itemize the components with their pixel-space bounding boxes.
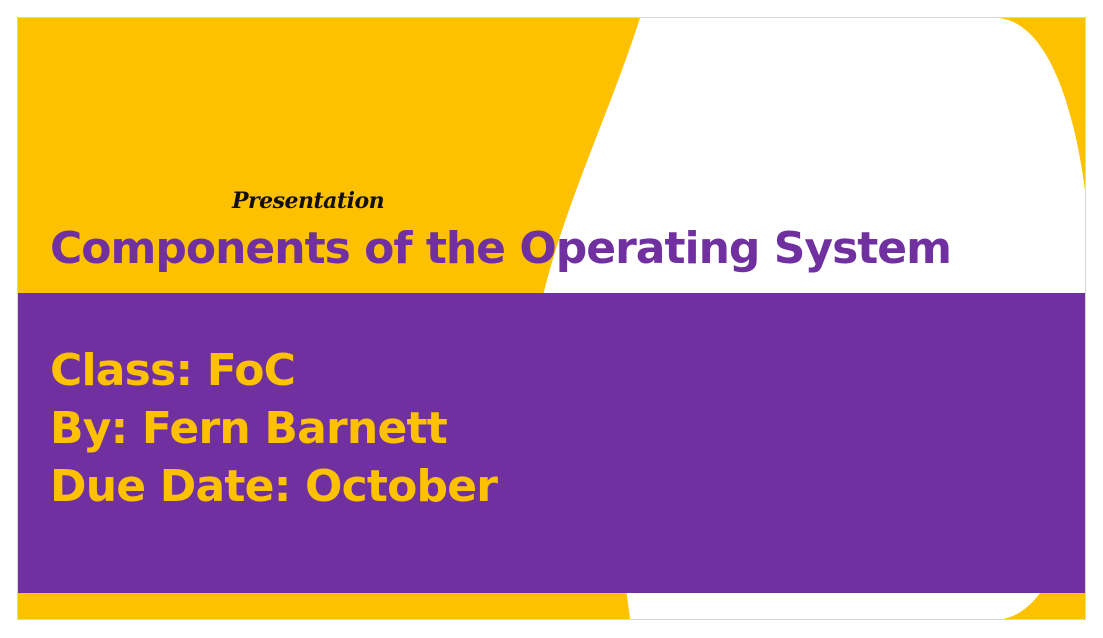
class-line: Class: FoC <box>50 345 296 396</box>
slide-details: Class: FoC By: Fern Barnett Due Date: Oc… <box>50 342 498 516</box>
due-date-line: Due Date: October <box>50 461 498 512</box>
slide-background <box>18 18 1085 619</box>
author-line: By: Fern Barnett <box>50 403 448 454</box>
slide-title: Components of the Operating System <box>50 223 952 274</box>
purple-band <box>18 293 1085 593</box>
presentation-slide: Presentation Components of the Operating… <box>17 17 1086 620</box>
presentation-label: Presentation <box>232 188 385 214</box>
